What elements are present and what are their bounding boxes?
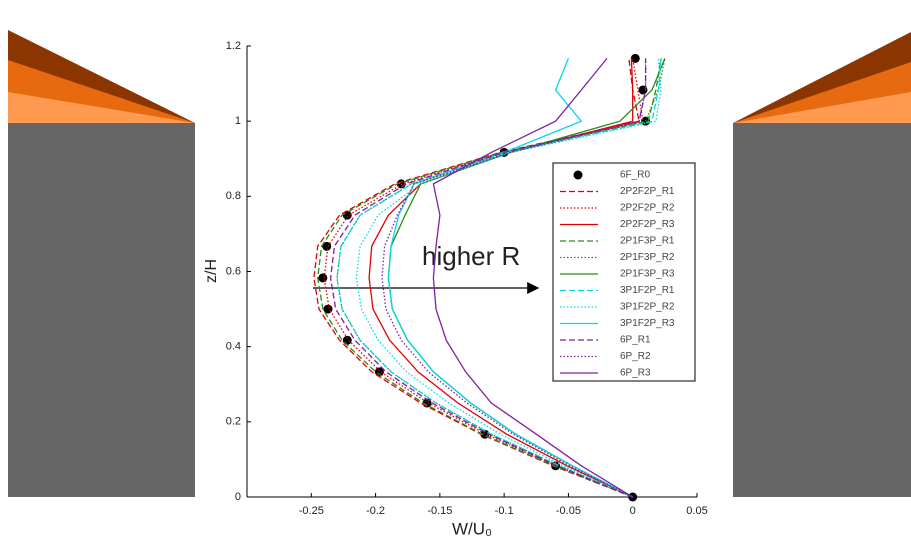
- legend-label: 3P1F2P_R1: [620, 285, 675, 296]
- legend-label: 2P2F2P_R3: [620, 219, 675, 230]
- y-tick-label: 1: [235, 115, 241, 127]
- legend-label: 6F_R0: [620, 170, 650, 181]
- legend-label: 3P1F2P_R3: [620, 318, 675, 329]
- right-building: [733, 32, 911, 497]
- x-tick-label: -0.2: [366, 505, 385, 517]
- x-tick-label: -0.15: [427, 505, 452, 517]
- y-tick-label: 0.8: [226, 190, 241, 202]
- x-tick-label: 0: [630, 505, 636, 517]
- legend: 6F_R0 2P2F2P_R1 2P2F2P_R2 2P2F2P_R3 2P1F3P_R…: [560, 170, 675, 379]
- y-tick-label: 1.2: [226, 40, 241, 52]
- data-point: [374, 367, 384, 377]
- annotation: higher R: [422, 241, 520, 271]
- profile-line: [387, 58, 633, 498]
- x-tick-label: -0.1: [495, 505, 514, 517]
- data-point: [628, 492, 638, 502]
- x-tick-label: 0.05: [686, 505, 707, 517]
- y-axis-label: z/H: [203, 259, 220, 283]
- legend-label: 6P_R3: [620, 368, 651, 379]
- legend-marker: [573, 170, 583, 180]
- legend-label: 2P2F2P_R1: [620, 186, 675, 197]
- x-axis-label: W/U₀: [452, 519, 492, 538]
- y-tick-label: 0.6: [226, 265, 241, 277]
- profile-line: [355, 58, 662, 498]
- legend-label: 2P1F3P_R2: [620, 252, 675, 263]
- x-tick-label: -0.25: [299, 505, 324, 517]
- profile-line: [329, 58, 647, 498]
- y-tick-label: 0.4: [226, 341, 241, 353]
- legend-label: 2P2F2P_R2: [620, 203, 675, 214]
- y-tick-label: 0.2: [226, 416, 241, 428]
- legend-label: 6P_R1: [620, 335, 651, 346]
- plot-area: -0.25 -0.2 -0.15 -0.1 -0.05 0 0.05 0 0.2 0.4 0.6 0.…: [226, 40, 708, 517]
- data-point: [322, 241, 332, 251]
- legend-label: 2P1F3P_R3: [620, 269, 675, 280]
- x-tick-label: -0.05: [556, 505, 581, 517]
- data-point: [318, 273, 328, 283]
- y-tick-label: 0: [235, 491, 241, 503]
- legend-label: 6P_R2: [620, 351, 651, 362]
- legend-label: 3P1F2P_R2: [620, 302, 675, 313]
- legend-label: 2P1F3P_R1: [620, 236, 675, 247]
- profile-line: [432, 57, 634, 498]
- left-building: [8, 30, 195, 497]
- profile-line: [336, 58, 662, 498]
- legend-box: [552, 162, 696, 382]
